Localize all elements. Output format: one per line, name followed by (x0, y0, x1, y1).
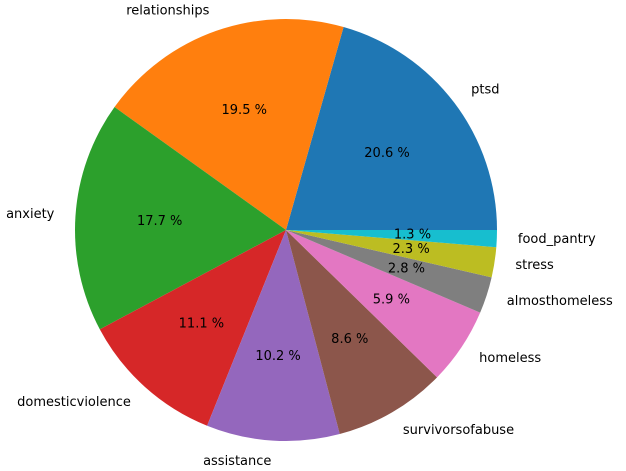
pct-label-almosthomeless: 2.8 % (388, 262, 425, 277)
pie-slice-stress (286, 230, 497, 278)
pct-label-anxiety: 17.7 % (137, 214, 182, 229)
category-label-domesticviolence: domesticviolence (17, 395, 131, 410)
category-label-survivorsofabuse: survivorsofabuse (403, 423, 514, 438)
pie-slice-almosthomeless (286, 230, 492, 313)
pct-label-domesticviolence: 11.1 % (179, 317, 224, 332)
pie-slice-domesticviolence (99, 230, 286, 426)
category-label-assistance: assistance (203, 454, 271, 469)
pct-label-ptsd: 20.6 % (364, 146, 409, 161)
pct-label-survivorsofabuse: 8.6 % (331, 332, 368, 347)
pie-slice-relationships (114, 18, 344, 230)
pct-label-assistance: 10.2 % (255, 349, 300, 364)
pie-slice-survivorsofabuse (286, 230, 438, 435)
pie-slice-ptsd (286, 27, 497, 230)
category-label-homeless: homeless (479, 351, 541, 366)
pie-slice-anxiety (74, 107, 286, 330)
category-label-anxiety: anxiety (6, 207, 55, 222)
category-label-stress: stress (515, 258, 554, 273)
pie-slice-food-pantry (286, 230, 497, 248)
category-label-ptsd: ptsd (471, 83, 499, 98)
pct-label-stress: 2.3 % (393, 242, 430, 257)
category-label-relationships: relationships (126, 3, 209, 18)
pct-label-relationships: 19.5 % (222, 103, 267, 118)
category-label-food-pantry: food_pantry (518, 232, 596, 247)
pct-label-homeless: 5.9 % (373, 293, 410, 308)
pct-label-food-pantry: 1.3 % (394, 228, 431, 243)
category-label-almosthomeless: almosthomeless (507, 294, 613, 309)
pie-slice-homeless (286, 230, 481, 378)
pie-slice-assistance (207, 230, 340, 441)
